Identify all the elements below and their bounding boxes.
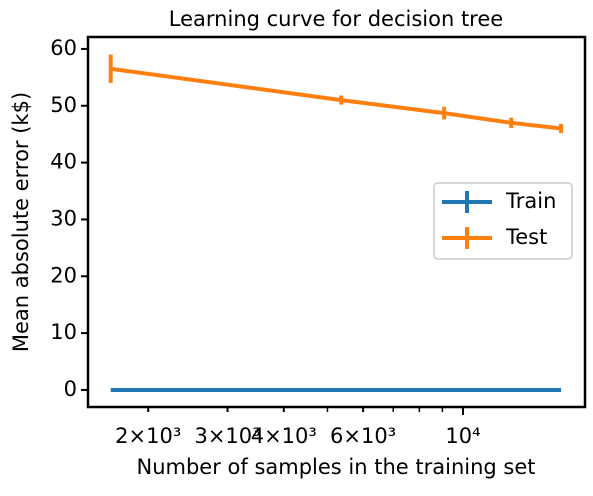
y-tick-label: 10 xyxy=(50,320,77,344)
y-axis-label: Mean absolute error (k$) xyxy=(9,92,33,352)
x-axis-label: Number of samples in the training set xyxy=(137,455,536,479)
y-tick-label: 60 xyxy=(50,36,77,60)
x-tick-label: 6×10³ xyxy=(330,424,396,448)
y-tick-label: 30 xyxy=(50,206,77,230)
x-tick-label: 10⁴ xyxy=(445,424,480,448)
chart-title: Learning curve for decision tree xyxy=(169,7,503,31)
legend-label: Train xyxy=(505,189,556,213)
legend-label: Test xyxy=(505,225,547,249)
x-tick-label: 4×10³ xyxy=(251,424,317,448)
x-tick-label: 2×10³ xyxy=(115,424,181,448)
y-tick-label: 0 xyxy=(64,377,77,401)
x-tick-label: 3×10³ xyxy=(194,424,260,448)
y-tick-label: 40 xyxy=(50,150,77,174)
legend: Train Test xyxy=(433,182,573,260)
y-tick-label: 20 xyxy=(50,263,77,287)
plot-frame xyxy=(86,35,587,409)
y-tick-label: 50 xyxy=(50,93,77,117)
series-line xyxy=(110,66,562,131)
